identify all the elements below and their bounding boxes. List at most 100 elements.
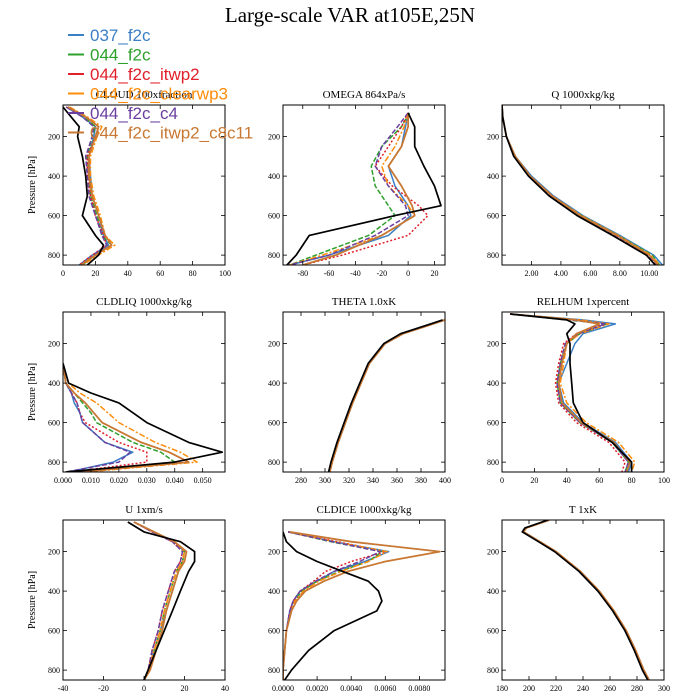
plot-frame [62, 311, 226, 473]
plot-frame [501, 104, 665, 266]
legend-label: 044_f2c [90, 46, 151, 65]
legend-label: 044_f2c_itwp2_c8c11 [90, 124, 253, 143]
x-tick-label: 0.0080 [408, 684, 430, 693]
panel-title: CLOUD 100xfraction [96, 89, 193, 101]
series-line-044_f2c_itwp2_c8c11 [67, 106, 113, 265]
x-tick-label: 260 [604, 684, 616, 693]
series-line-044_f2c_c4 [133, 521, 184, 680]
x-tick-label: 2.00 [524, 269, 538, 278]
panel-title: CLDICE 1000xkg/kg [316, 504, 412, 516]
plot-frame [62, 519, 226, 681]
x-tick-label: 0.030 [138, 476, 156, 485]
y-tick-label: 800 [268, 666, 280, 675]
y-tick-label: 200 [48, 548, 60, 557]
plot-frame [282, 104, 446, 266]
legend-label: 044_f2c_clearwp3 [90, 85, 228, 104]
x-tick-label: -80 [297, 269, 308, 278]
x-tick-label: 0.0040 [340, 684, 362, 693]
y-tick-label: 400 [487, 172, 499, 181]
x-tick-label: 360 [391, 476, 403, 485]
y-tick-label: 600 [48, 419, 60, 428]
chart-panel-4: CLDLIQ 1000xkg/kg Pressure [hPa] 200 400 600… [27, 296, 226, 485]
series-line-044_f2c_itwp2_c8c11 [63, 363, 190, 472]
x-tick-label: 0.0020 [306, 684, 328, 693]
x-tick-label: 80 [189, 269, 197, 278]
x-tick-label: 280 [631, 684, 643, 693]
x-tick-label: 300 [319, 476, 331, 485]
x-tick-label: 0 [142, 684, 146, 693]
plot-frame [501, 519, 665, 681]
series-line-obs [327, 319, 443, 472]
series-line-044_f2c_itwp2_c8c11 [328, 319, 445, 472]
x-tick-label: 280 [295, 476, 307, 485]
series-line-obs [283, 531, 383, 680]
x-tick-label: 60 [156, 269, 164, 278]
chart-panel-5: THETA 1.0xK 200 400 600 800 280 300 320 340 360 38… [268, 296, 451, 485]
x-tick-label: -20 [98, 684, 109, 693]
y-tick-label: 400 [268, 172, 280, 181]
series-line-044_f2c_clearwp3 [502, 105, 661, 265]
y-tick-label: 800 [48, 458, 60, 467]
x-tick-label: 180 [496, 684, 508, 693]
legend-entry-044_f2c_itwp2: 044_f2c_itwp2 [68, 65, 200, 84]
panel-title: RELHUM 1xpercent [537, 296, 630, 308]
chart-panel-9: T 1xK 200 400 600 800 180 200 220 240 260 280 300 [487, 504, 670, 693]
panel-title: OMEGA 864xPa/s [323, 89, 406, 101]
series-line-044_f2c_itwp2 [63, 363, 148, 472]
series-line-obs [510, 313, 633, 472]
y-tick-label: 800 [487, 251, 499, 260]
x-tick-label: 400 [439, 476, 451, 485]
x-tick-label: 0.020 [110, 476, 128, 485]
panel-title: U 1xm/s [125, 504, 163, 516]
y-tick-label: 600 [48, 627, 60, 636]
x-tick-label: 0 [406, 269, 410, 278]
plot-frame [501, 311, 665, 473]
series-line-044_f2c_itwp2 [502, 105, 659, 265]
series-line-044_f2c_c4 [510, 313, 630, 472]
y-tick-label: 200 [487, 548, 499, 557]
plot-frame [282, 519, 446, 681]
x-tick-label: 100 [219, 269, 231, 278]
series-line-037_f2c [502, 105, 664, 265]
x-tick-label: 0.0060 [374, 684, 396, 693]
x-tick-label: 240 [577, 684, 589, 693]
x-tick-label: 8.00 [613, 269, 627, 278]
figure-title: Large-scale VAR at105E,25N [225, 3, 475, 27]
x-tick-label: 20 [530, 476, 538, 485]
y-tick-label: 800 [48, 251, 60, 260]
y-tick-label: 200 [48, 133, 60, 142]
series-line-044_f2c_itwp2_c8c11 [302, 112, 416, 265]
series-line-044_f2c [63, 363, 176, 472]
y-tick-label: 800 [268, 251, 280, 260]
y-tick-label: 200 [268, 133, 280, 142]
y-tick-label: 400 [268, 587, 280, 596]
legend-entry-037_f2c: 037_f2c [68, 26, 151, 45]
y-axis-label: Pressure [hPa] [27, 571, 38, 629]
x-tick-label: 20 [430, 269, 438, 278]
series-line-044_f2c_itwp2_c8c11 [283, 531, 441, 680]
series-line-044_f2c [289, 112, 411, 265]
x-tick-label: 380 [415, 476, 427, 485]
x-tick-label: 10.00 [640, 269, 658, 278]
series-line-044_f2c_itwp2 [302, 112, 429, 265]
series-line-obs [63, 106, 105, 265]
x-tick-label: 4.00 [554, 269, 568, 278]
series-line-044_f2c_c4 [289, 112, 409, 265]
x-tick-label: 200 [523, 684, 535, 693]
y-axis-label: Pressure [hPa] [27, 156, 38, 214]
series-line-044_f2c [510, 313, 630, 472]
y-tick-label: 400 [268, 379, 280, 388]
panel-title: T 1xK [569, 504, 597, 516]
series-line-044_f2c_c4 [283, 531, 381, 680]
chart-panel-8: CLDICE 1000xkg/kg 200 400 600 800 0.0000 0.002… [268, 504, 446, 693]
series-line-obs [521, 520, 649, 680]
legend-entry-044_f2c: 044_f2c [68, 46, 151, 65]
x-tick-label: 300 [658, 684, 670, 693]
series-line-044_f2c [283, 531, 383, 680]
x-tick-label: -60 [324, 269, 335, 278]
y-axis-label: Pressure [hPa] [27, 363, 38, 421]
series-line-obs [127, 521, 196, 680]
